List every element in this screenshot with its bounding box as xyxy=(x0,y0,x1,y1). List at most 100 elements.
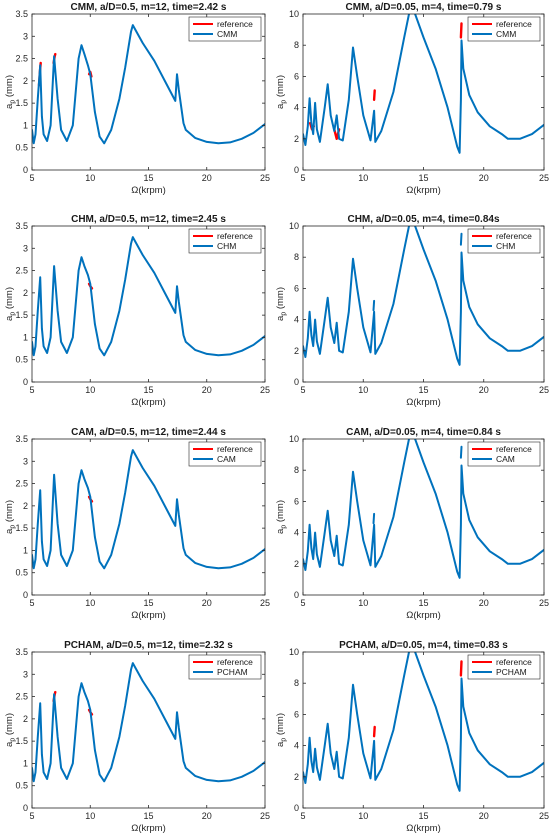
y-tick-label: 4 xyxy=(294,103,299,113)
y-tick-label: 4 xyxy=(294,315,299,325)
chart-title: CAM, a/D=0.05, m=4, time=0.84 s xyxy=(346,427,501,438)
y-tick-label: 0 xyxy=(294,803,299,813)
x-tick-label: 10 xyxy=(358,173,368,183)
x-axis-label: Ω(krpm) xyxy=(406,823,441,834)
y-tick-label: 0 xyxy=(294,165,299,175)
y-tick-label: 1.5 xyxy=(15,98,28,108)
series-group xyxy=(32,236,265,357)
y-axis-label-unit: (mm) xyxy=(4,713,15,738)
y-tick-label: 0.5 xyxy=(15,355,28,365)
series-cam-line xyxy=(414,439,544,579)
chart-panel-6: 5 10 15 20 25 0 2 4 6 8 10 CAM, a/D=0.05, m=4, time… xyxy=(275,427,549,621)
y-tick-label: 4 xyxy=(294,741,299,751)
x-tick-label: 20 xyxy=(479,385,489,395)
x-tick-label: 15 xyxy=(418,173,428,183)
x-axis-label: Ω(krpm) xyxy=(406,610,441,621)
y-tick-label: 6 xyxy=(294,709,299,719)
series-group xyxy=(303,652,544,792)
y-axis-label-main: a xyxy=(275,528,286,534)
y-tick-label: 0 xyxy=(23,165,28,175)
y-tick-label: 8 xyxy=(294,252,299,262)
series-chm-line xyxy=(414,226,544,366)
legend-box xyxy=(467,441,541,467)
x-tick-label: 5 xyxy=(300,385,305,395)
x-axis-label: Ω(krpm) xyxy=(131,397,166,408)
series-group xyxy=(303,226,544,366)
legend-box xyxy=(467,16,541,42)
y-axis-label-unit: (mm) xyxy=(275,75,286,100)
x-tick-label: 10 xyxy=(85,173,95,183)
y-tick-label: 2 xyxy=(294,772,299,782)
y-axis-label-main: a xyxy=(4,528,15,534)
chart-panel-5: 5 10 15 20 25 0 0.5 1 1.5 2 2.5 3 3.5 CAM, a/D=0.5, m… xyxy=(4,427,270,621)
x-tick-label: 20 xyxy=(202,385,212,395)
x-tick-label: 10 xyxy=(358,598,368,608)
y-tick-label: 2 xyxy=(23,501,28,511)
chart-title: PCHAM, a/D=0.05, m=4, time=0.83 s xyxy=(339,640,508,651)
series-pcham-line xyxy=(32,662,265,783)
y-axis-label-subscript: p xyxy=(10,738,17,742)
x-tick-label: 25 xyxy=(260,173,270,183)
x-tick-label: 15 xyxy=(143,811,153,821)
x-axis-label: Ω(krpm) xyxy=(406,185,441,196)
x-tick-label: 5 xyxy=(29,811,34,821)
y-tick-label: 6 xyxy=(294,283,299,293)
y-axis-label: ap (mm) xyxy=(4,75,17,109)
y-tick-label: 3 xyxy=(23,669,28,679)
series-reference-line xyxy=(459,660,463,677)
legend-entry-pcham: PCHAM xyxy=(217,667,248,677)
series-cmm-line xyxy=(414,14,544,154)
y-tick-label: 2 xyxy=(294,346,299,356)
x-tick-label: 20 xyxy=(202,173,212,183)
legend-box xyxy=(467,654,541,680)
legend-box xyxy=(188,228,262,254)
y-axis-label: ap (mm) xyxy=(275,287,288,321)
x-tick-label: 20 xyxy=(202,598,212,608)
series-group xyxy=(303,439,544,579)
y-tick-label: 0 xyxy=(23,803,28,813)
x-tick-label: 20 xyxy=(479,598,489,608)
x-tick-label: 15 xyxy=(418,811,428,821)
y-tick-label: 3 xyxy=(23,31,28,41)
chart-title: CMM, a/D=0.5, m=12, time=2.42 s xyxy=(71,2,227,13)
chart-title: CMM, a/D=0.05, m=4, time=0.79 s xyxy=(346,2,502,13)
x-tick-label: 25 xyxy=(539,811,549,821)
y-tick-label: 1.5 xyxy=(15,523,28,533)
y-axis-label: ap (mm) xyxy=(4,500,17,534)
y-axis-label-subscript: p xyxy=(10,100,17,104)
y-axis-label: ap (mm) xyxy=(4,287,17,321)
y-tick-label: 8 xyxy=(294,40,299,50)
x-tick-label: 15 xyxy=(418,598,428,608)
x-tick-label: 25 xyxy=(260,811,270,821)
x-axis-label: Ω(krpm) xyxy=(131,185,166,196)
legend-box xyxy=(188,654,262,680)
x-tick-label: 20 xyxy=(202,811,212,821)
y-tick-label: 3 xyxy=(23,243,28,253)
legend-entry-reference: reference xyxy=(496,231,532,241)
y-axis-label-unit: (mm) xyxy=(275,713,286,738)
y-axis-label-subscript: p xyxy=(10,525,17,529)
x-tick-label: 15 xyxy=(143,598,153,608)
chart-title: PCHAM, a/D=0.5, m=12, time=2.32 s xyxy=(64,640,233,651)
y-tick-label: 1 xyxy=(23,545,28,555)
y-tick-label: 6 xyxy=(294,496,299,506)
series-chm-line xyxy=(32,236,265,357)
y-axis-label-main: a xyxy=(4,315,15,321)
y-axis-label-unit: (mm) xyxy=(4,287,15,312)
legend-entry-cam: CAM xyxy=(496,454,515,464)
y-tick-label: 0 xyxy=(23,590,28,600)
x-tick-label: 25 xyxy=(539,385,549,395)
legend-entry-reference: reference xyxy=(217,19,253,29)
y-tick-label: 2 xyxy=(294,134,299,144)
legend-entry-reference: reference xyxy=(496,19,532,29)
series-group xyxy=(32,449,265,570)
chart-title: CAM, a/D=0.5, m=12, time=2.44 s xyxy=(71,427,226,438)
chart-panel-8: 5 10 15 20 25 0 2 4 6 8 10 PCHAM, a/D=0.05, m=4, ti… xyxy=(275,640,549,834)
y-tick-label: 2 xyxy=(23,288,28,298)
series-chm-line xyxy=(303,226,410,358)
legend-entry-reference: reference xyxy=(496,444,532,454)
x-tick-label: 20 xyxy=(479,173,489,183)
